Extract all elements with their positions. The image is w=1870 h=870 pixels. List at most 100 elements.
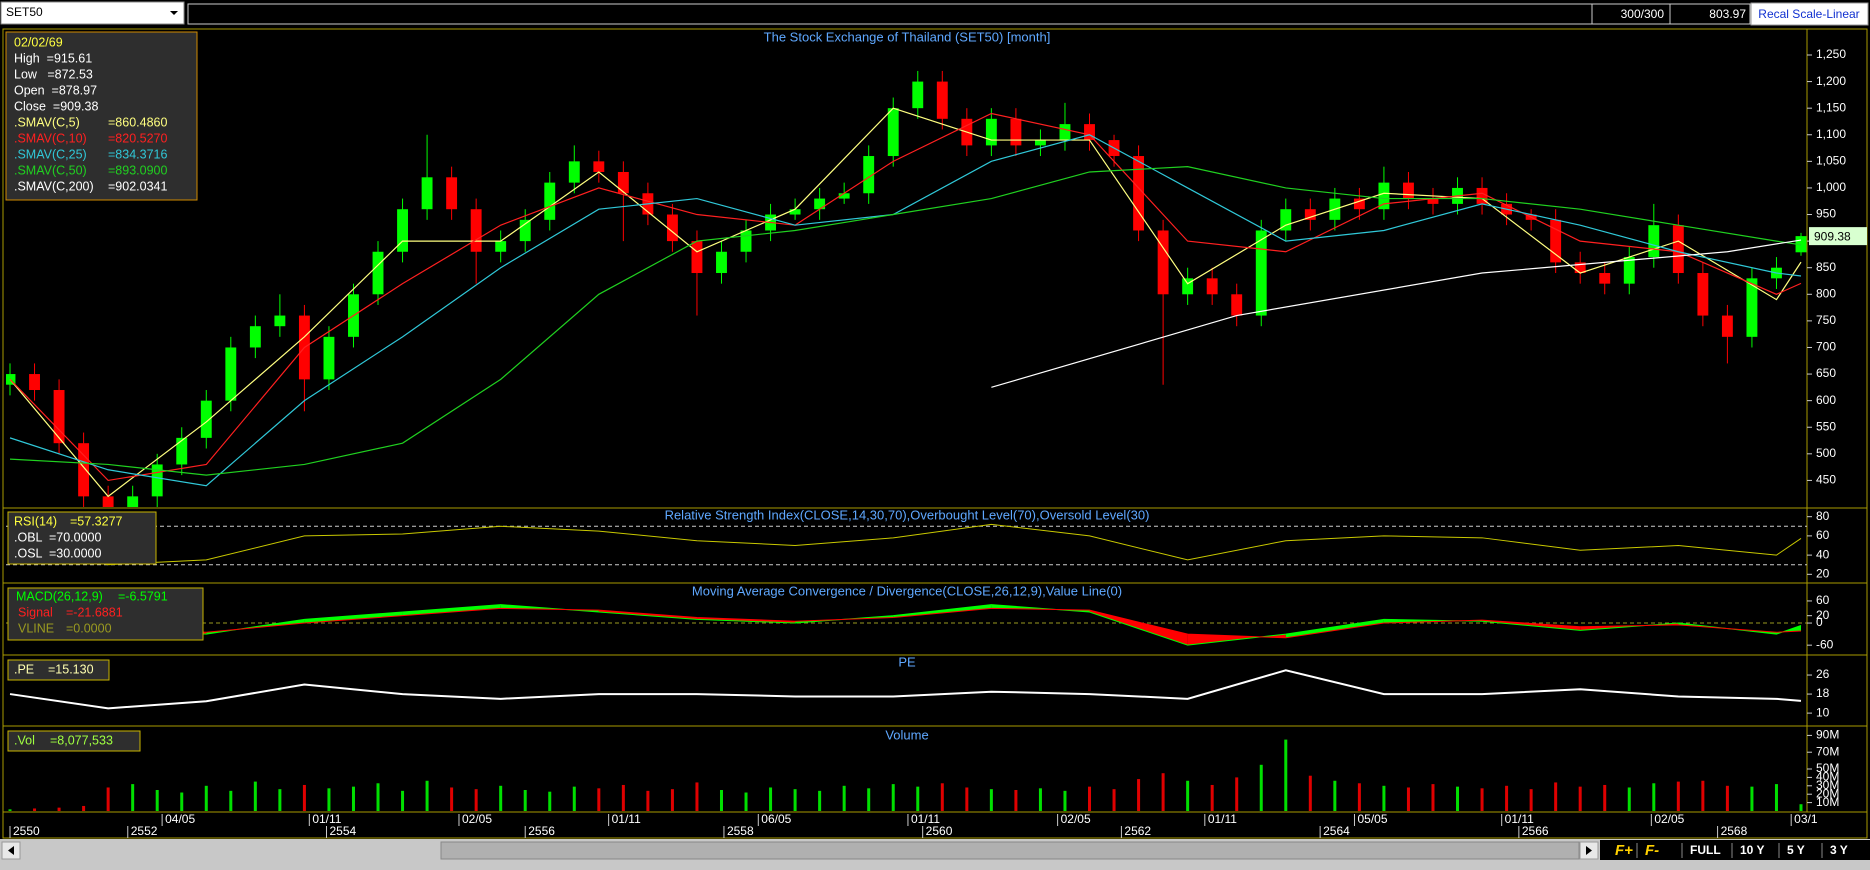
candle-body [225, 347, 237, 401]
candle-body [617, 171, 629, 194]
y-tick-label: 50M [1816, 761, 1839, 775]
x-tick-label: 2560 [926, 824, 953, 838]
volume-bar [180, 792, 184, 811]
volume-bar [401, 790, 405, 811]
candle-body [1623, 257, 1635, 284]
volume-bar [351, 786, 355, 811]
legend-value: =820.5270 [108, 131, 167, 145]
x-tick-label: 2564 [1323, 824, 1350, 838]
candle-body [446, 177, 458, 210]
volume-bar [1456, 786, 1460, 811]
candle-body [1084, 124, 1095, 141]
sma-line [991, 239, 1802, 388]
y-tick-label: 20M [1816, 786, 1839, 800]
candle-body [789, 209, 801, 215]
volume-bar [1529, 789, 1533, 811]
legend-ohlc: Low =872.53 [14, 67, 93, 81]
x-tick-label: 02/05 [462, 812, 492, 826]
range-button[interactable]: F- [1645, 842, 1659, 859]
volume-bar [744, 792, 748, 811]
x-tick-label: 04/05 [165, 812, 195, 826]
recal-button[interactable] [1750, 2, 1869, 26]
volume-bar [425, 780, 429, 811]
legend-level: .OSL =30.0000 [14, 546, 101, 560]
candle-body [1206, 278, 1218, 295]
volume-bar [57, 807, 61, 811]
button-strip [1600, 840, 1870, 860]
legend-name: MACD(26,12,9) [16, 589, 103, 603]
sma-line [9, 112, 1802, 482]
volume-bar [695, 782, 699, 811]
combo-arrow [170, 11, 178, 15]
scroll-thumb[interactable] [440, 841, 1580, 860]
legend-box [7, 511, 157, 565]
y-tick-label: 1,150 [1816, 100, 1846, 114]
volume-bar [1112, 789, 1116, 811]
volume-bar [474, 789, 478, 811]
volume-bar [82, 805, 86, 811]
panel-frame [2, 725, 1868, 813]
candle-body [666, 214, 678, 242]
volume-bar [499, 785, 503, 811]
x-tick-label: 01/11 [1505, 812, 1534, 826]
range-button[interactable]: F+ [1615, 842, 1633, 859]
volume-bar [1186, 780, 1190, 811]
candle-body [985, 118, 997, 146]
range-button[interactable]: 5 Y [1787, 843, 1805, 857]
range-button[interactable]: 3 Y [1830, 843, 1848, 857]
volume-bar [1603, 784, 1607, 811]
candle-body [1034, 140, 1046, 146]
price-box [1669, 3, 1751, 25]
legend-value: =834.3716 [108, 147, 167, 161]
recal-text: Recal Scale-Linear [1758, 7, 1859, 21]
y-tick-label: 26 [1816, 667, 1830, 681]
y-tick-label: 1,000 [1816, 180, 1846, 194]
symbol-combo[interactable] [0, 1, 185, 25]
legend-value: =860.4860 [108, 115, 167, 129]
candle-body [1304, 209, 1316, 220]
x-tick-label: 05/05 [1357, 812, 1387, 826]
x-tick-label: 01/11 [1208, 812, 1237, 826]
candle-body [127, 496, 139, 507]
volume-bar [1627, 787, 1631, 811]
volume-bar [278, 789, 282, 811]
candle-body [421, 177, 433, 210]
volume-bar [1161, 773, 1165, 811]
legend-name: .Vol [14, 733, 35, 747]
panel-title: Relative Strength Index(CLOSE,14,30,70),… [665, 507, 1150, 522]
legend-ohlc: Close =909.38 [14, 99, 98, 113]
x-tick-label: 06/05 [761, 812, 791, 826]
volume-bar [867, 788, 871, 811]
y-tick-label: 500 [1816, 446, 1836, 460]
x-tick-label: 2566 [1522, 824, 1549, 838]
volume-bar [1357, 783, 1361, 811]
volume-bar [1406, 787, 1410, 811]
sma-line [9, 134, 1802, 487]
volume-bar [8, 809, 12, 811]
volume-bar [891, 784, 895, 811]
volume-bar [131, 784, 135, 811]
range-button[interactable]: 10 Y [1740, 843, 1764, 857]
candle-body [814, 198, 826, 210]
indicator-line [9, 669, 1802, 710]
legend-level: .OBL =70.0000 [14, 530, 101, 544]
macd-line [9, 604, 1802, 646]
x-tick-label: 2550 [13, 824, 40, 838]
y-tick-label: 10 [1816, 705, 1830, 719]
legend-box [7, 730, 141, 752]
y-tick-label: 60 [1816, 593, 1830, 607]
candle-body [716, 251, 727, 274]
legend-value: =57.3277 [70, 514, 123, 528]
range-button[interactable]: FULL [1690, 843, 1721, 857]
volume-bar [793, 789, 797, 811]
macd-line [9, 607, 1802, 639]
candle-body [593, 161, 605, 172]
x-tick-label: 2562 [1124, 824, 1151, 838]
candle-body [1599, 273, 1611, 284]
volume-bar [1014, 790, 1018, 811]
price-plot [6, 70, 1807, 507]
volume-bar [106, 787, 110, 811]
candle-body [887, 108, 899, 157]
candle-body [372, 251, 384, 295]
